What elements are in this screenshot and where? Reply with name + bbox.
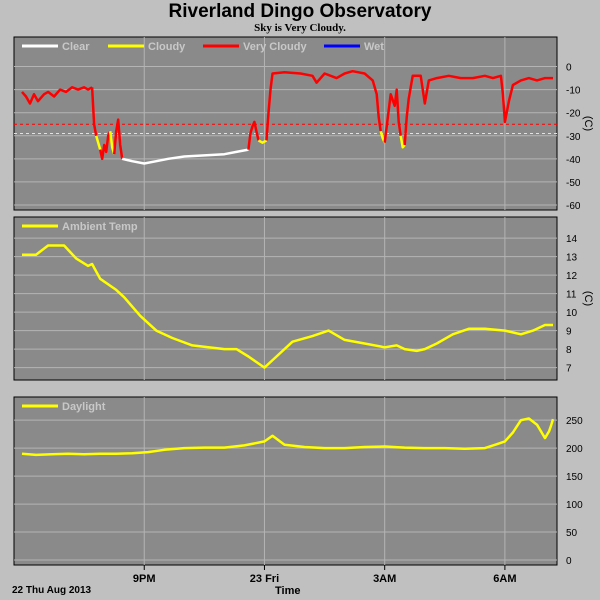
- chart-title: Riverland Dingo Observatory: [168, 1, 432, 22]
- y-tick-label: 12: [566, 271, 578, 282]
- legend-label: Wet: [364, 41, 384, 53]
- series-line: [121, 148, 249, 165]
- y-tick-label: 11: [566, 290, 577, 301]
- y-tick-label: -50: [566, 178, 581, 189]
- series-line: [265, 69, 382, 141]
- series-line: [399, 135, 406, 149]
- y-tick-label: -30: [566, 132, 581, 143]
- y-tick-label: 0: [566, 63, 572, 74]
- y-axis-label: (C): [582, 291, 594, 306]
- series-line: [90, 87, 98, 137]
- legend-label: Daylight: [62, 401, 106, 413]
- y-tick-label: 7: [566, 364, 572, 375]
- x-tick-label: 3AM: [373, 573, 396, 585]
- series-line: [21, 417, 555, 457]
- y-tick-label: 10: [566, 308, 578, 319]
- panel-background: [13, 36, 558, 211]
- series-line: [22, 244, 553, 369]
- panel-daylight: 0 50 100 150 200 250 Daylight: [13, 396, 583, 567]
- panel-sky: 0 -10 -20 -30 -40 -50 -60 (C) Clear Cloudy Very Cl…: [13, 36, 594, 212]
- panel-ambient: 7 8 9 10 11 12 13 14 (C) Ambient Temp: [13, 216, 594, 381]
- y-tick-label: 50: [566, 528, 578, 539]
- y-tick-label: 9: [566, 327, 572, 338]
- series-line: [94, 135, 102, 150]
- series-line: [247, 120, 260, 150]
- y-axis-label: (C): [582, 116, 594, 131]
- y-tick-label: 200: [566, 444, 583, 455]
- legend-label: Very Cloudy: [243, 41, 307, 53]
- series-line: [383, 88, 402, 143]
- x-tick-label: 9PM: [133, 573, 156, 585]
- x-axis-label: Time: [275, 585, 301, 597]
- x-tick-label: 23 Fri: [250, 573, 279, 585]
- series-line: [21, 86, 93, 105]
- panel-background: [13, 396, 558, 566]
- y-tick-label: -10: [566, 86, 581, 97]
- legend-label: Ambient Temp: [62, 221, 138, 233]
- series-line: [257, 139, 268, 144]
- series-line: [112, 118, 124, 159]
- y-tick-label: 8: [566, 345, 572, 356]
- y-tick-label: 14: [566, 234, 578, 245]
- series-line: [98, 130, 112, 161]
- y-tick-label: 0: [566, 556, 572, 567]
- y-tick-label: 150: [566, 472, 583, 483]
- y-tick-label: 100: [566, 500, 583, 511]
- legend-label: Cloudy: [148, 41, 186, 53]
- y-tick-label: -40: [566, 155, 581, 166]
- y-tick-label: -20: [566, 109, 581, 120]
- sky-status-text: Sky is Very Cloudy.: [254, 22, 346, 34]
- date-label: 22 Thu Aug 2013: [12, 585, 92, 596]
- y-tick-label: 250: [566, 416, 583, 427]
- series-line: [403, 74, 553, 146]
- y-tick-label: 13: [566, 253, 578, 264]
- panel-background: [13, 216, 558, 381]
- legend-label: Clear: [62, 41, 90, 53]
- y-tick-label: -60: [566, 201, 581, 212]
- x-tick-label: 6AM: [493, 573, 516, 585]
